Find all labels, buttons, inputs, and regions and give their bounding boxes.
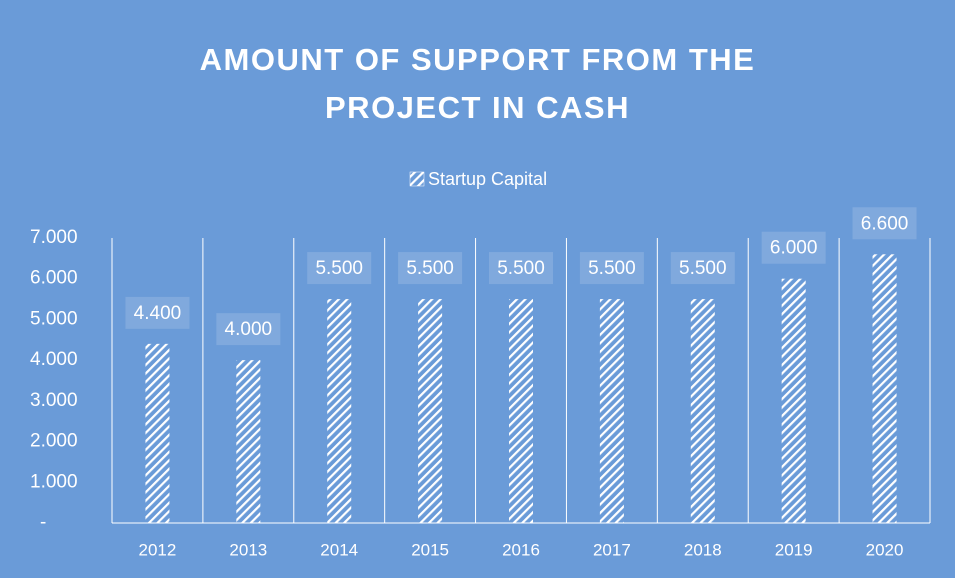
y-tick-label: 5.000 bbox=[30, 308, 78, 329]
data-label-box bbox=[216, 313, 281, 346]
data-label-box bbox=[852, 207, 917, 240]
data-label: 4.000 bbox=[225, 319, 273, 340]
bar bbox=[145, 343, 170, 523]
x-tick-label: 2015 bbox=[411, 540, 449, 559]
data-label: 5.500 bbox=[497, 258, 545, 279]
bar bbox=[690, 299, 715, 523]
y-tick-label: 2.000 bbox=[30, 431, 78, 452]
data-label-box bbox=[579, 252, 644, 285]
bar bbox=[599, 299, 624, 523]
y-tick-label: 7.000 bbox=[30, 227, 78, 248]
data-label-box bbox=[125, 296, 190, 329]
y-tick-label: 4.000 bbox=[30, 349, 78, 370]
x-tick-label: 2018 bbox=[684, 540, 722, 559]
y-tick-label: 1.000 bbox=[30, 471, 78, 492]
y-tick-label: 6.000 bbox=[30, 268, 78, 289]
data-label: 6.600 bbox=[861, 213, 909, 234]
x-tick-label: 2014 bbox=[320, 540, 358, 559]
legend-label: Startup Capital bbox=[428, 169, 547, 189]
data-label: 6.000 bbox=[770, 238, 818, 259]
bar bbox=[509, 299, 533, 523]
data-label-box bbox=[307, 252, 372, 285]
data-label: 5.500 bbox=[679, 258, 727, 279]
data-label: 5.500 bbox=[406, 258, 454, 279]
chart-title: AMOUNT OF SUPPORT FROM THE PROJECT IN CA… bbox=[199, 42, 756, 125]
y-tick-label: 3.000 bbox=[30, 390, 78, 411]
legend-swatch bbox=[409, 171, 425, 187]
bar bbox=[872, 254, 897, 524]
data-label-box bbox=[398, 252, 463, 285]
data-label-box bbox=[761, 231, 826, 264]
data-label-box bbox=[670, 252, 735, 285]
data-label-box bbox=[489, 252, 553, 285]
bar bbox=[236, 360, 261, 523]
data-label: 5.500 bbox=[315, 258, 363, 279]
x-tick-label: 2016 bbox=[502, 540, 540, 559]
bar bbox=[781, 278, 806, 523]
x-tick-label: 2013 bbox=[229, 540, 267, 559]
x-tick-label: 2017 bbox=[593, 540, 631, 559]
x-tick-label: 2012 bbox=[139, 540, 177, 559]
x-tick-label: 2019 bbox=[775, 540, 813, 559]
x-tick-label: 2020 bbox=[866, 540, 904, 559]
bar bbox=[327, 299, 352, 523]
bar bbox=[418, 299, 443, 523]
data-label: 4.400 bbox=[134, 303, 182, 324]
data-label: 5.500 bbox=[588, 258, 636, 279]
y-tick-label: - bbox=[40, 512, 46, 533]
